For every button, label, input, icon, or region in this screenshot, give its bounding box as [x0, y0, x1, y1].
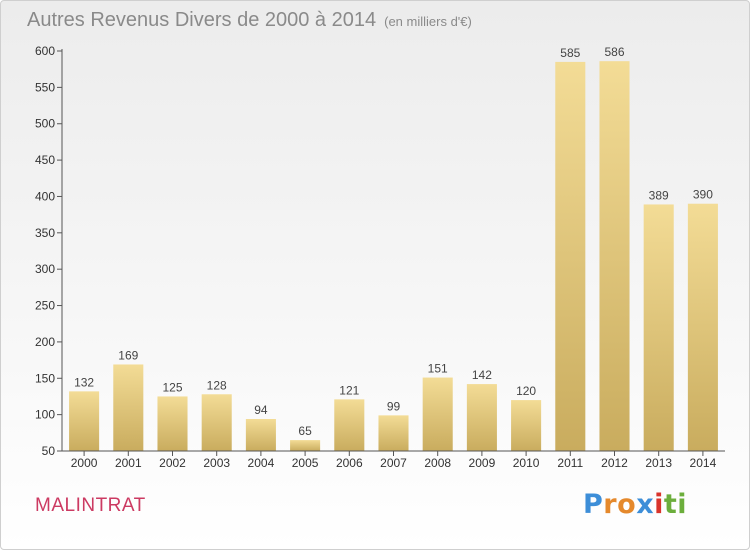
bar-2012	[599, 61, 630, 451]
x-tick-label-2003: 2003	[203, 456, 230, 470]
x-tick-label-2005: 2005	[292, 456, 319, 470]
value-label-2013: 389	[649, 188, 669, 202]
x-tick-label-2006: 2006	[336, 456, 363, 470]
logo-letter: r	[603, 489, 618, 520]
y-tick-label: 250	[35, 299, 55, 313]
logo-letter: i	[677, 489, 688, 520]
bar-2014	[687, 203, 718, 451]
bar-2009	[466, 384, 497, 451]
value-label-2011: 585	[560, 46, 580, 60]
value-label-2006: 121	[339, 383, 359, 397]
x-tick-label-2007: 2007	[380, 456, 407, 470]
bar-2003	[201, 394, 232, 451]
value-label-2000: 132	[74, 375, 94, 389]
value-label-2012: 586	[604, 45, 624, 59]
bar-2013	[643, 204, 674, 451]
y-tick-label: 350	[35, 226, 55, 240]
y-tick-label: 550	[35, 80, 55, 94]
logo-letter: P	[583, 489, 604, 520]
chart-unit: (en milliers d'€)	[384, 14, 472, 29]
chart-title-block: Autres Revenus Divers de 2000 à 2014 (en …	[27, 9, 472, 32]
value-label-2010: 120	[516, 384, 536, 398]
x-tick-label-2013: 2013	[645, 456, 672, 470]
y-tick-label: 150	[35, 371, 55, 385]
logo-letter: o	[617, 489, 637, 520]
x-tick-label-2008: 2008	[424, 456, 451, 470]
x-tick-label-2012: 2012	[601, 456, 628, 470]
bar-2010	[511, 400, 542, 451]
chart-title: Autres Revenus Divers de 2000 à 2014	[27, 9, 377, 31]
proxiti-logo: Proxiti	[583, 489, 687, 520]
bar-2007	[378, 415, 409, 451]
value-label-2004: 94	[254, 403, 268, 417]
value-label-2003: 128	[207, 378, 227, 392]
y-tick-label: 500	[35, 117, 55, 131]
x-tick-label-2001: 2001	[115, 456, 142, 470]
bar-2002	[157, 396, 188, 451]
y-tick-label: 100	[35, 408, 55, 422]
bars: 132 169 125 128 94 65 121 99 151 142 120 585 586 389 3…	[69, 45, 718, 452]
value-label-2009: 142	[472, 368, 492, 382]
y-tick-label: 50	[42, 444, 56, 458]
value-label-2002: 125	[162, 380, 182, 394]
logo-letter: t	[663, 489, 678, 520]
bar-2004	[245, 419, 276, 451]
x-tick-label-2009: 2009	[469, 456, 496, 470]
bar-2008	[422, 377, 453, 451]
y-tick-label: 400	[35, 189, 55, 203]
y-tick-label: 450	[35, 153, 55, 167]
value-label-2001: 169	[118, 348, 138, 362]
y-tick-label: 600	[35, 44, 55, 58]
commune-name: MALINTRAT	[35, 495, 146, 516]
logo-letter: x	[636, 489, 655, 520]
x-tick-label-2002: 2002	[159, 456, 186, 470]
value-label-2007: 99	[387, 399, 401, 413]
x-tick-label-2014: 2014	[690, 456, 717, 470]
x-tick-label-2010: 2010	[513, 456, 540, 470]
logo-letter: i	[654, 489, 664, 520]
x-axis: 2000 2001 2002 2003 2004 2005 2006 2007 2008 2009…	[62, 450, 725, 470]
bar-2011	[555, 61, 586, 452]
x-tick-label-2011: 2011	[557, 456, 583, 470]
bar-2006	[334, 399, 365, 451]
y-axis: 50 100 150 200 250 300 350 400 450 500 550 600	[35, 44, 63, 458]
y-tick-label: 300	[35, 262, 55, 276]
y-tick-label: 200	[35, 335, 55, 349]
x-tick-label-2000: 2000	[71, 456, 98, 470]
x-tick-label-2004: 2004	[248, 456, 275, 470]
bar-2001	[113, 364, 144, 451]
bar-2000	[69, 391, 100, 451]
value-label-2008: 151	[428, 362, 448, 376]
value-label-2005: 65	[298, 424, 312, 438]
value-label-2014: 390	[693, 188, 713, 202]
bar-2005	[290, 440, 321, 451]
